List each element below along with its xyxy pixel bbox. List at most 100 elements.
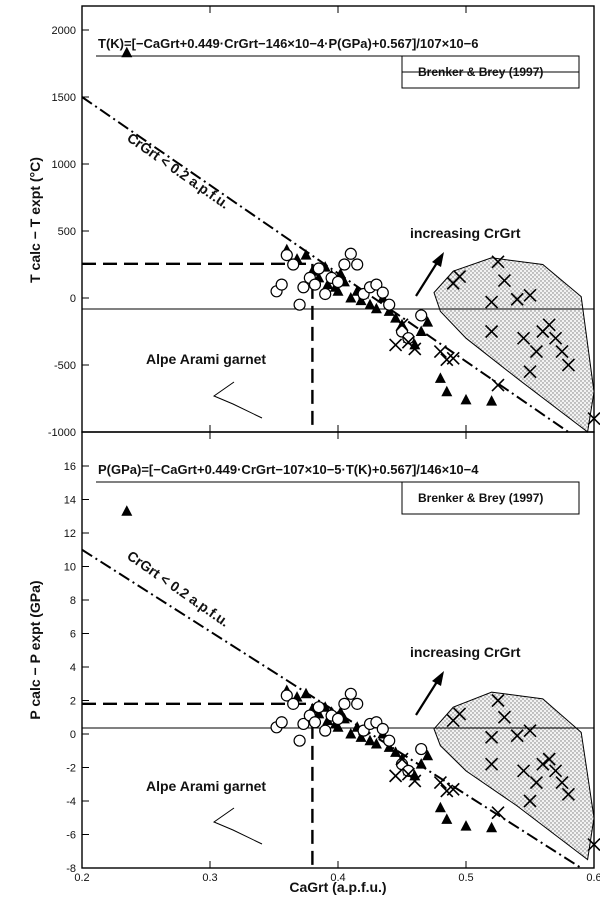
y-tick-label: 16 [64,461,76,473]
cross-point [497,274,511,288]
cross-point [517,764,531,778]
cross-point [555,345,569,359]
x-tick-label: 0.4 [330,872,345,884]
triangle-point [370,738,382,749]
y-tick-label: 0 [70,293,76,305]
circle-point [275,278,288,291]
cross-point [485,324,499,339]
reference-text: Brenker & Brey (1997) [418,65,543,79]
equation-box: T(K)=[−CaGrt+0.449·CrGrt−146×10−4·P(GPa)… [96,36,580,89]
circle-point [312,262,325,275]
cross-point [517,331,531,345]
x-tick-label: 0.6 [586,872,600,884]
triangle-point [441,813,453,824]
triangle-point [390,746,402,757]
cr-limit-label: CrGrt < 0.2 a.p.f.u. [124,129,232,212]
y-tick-label: -4 [66,796,76,808]
alpe-arami-label: Alpe Arami garnet [146,778,266,794]
circle-point [275,716,288,729]
y-axis-label-bottom: P calc − P expt (GPa) [27,580,43,719]
circle-point [297,717,310,731]
triangle-point [121,505,133,516]
cross-point [510,292,524,306]
circle-point [331,712,345,726]
cross-point [491,255,505,269]
triangle-point [332,285,344,296]
triangle-point [322,278,334,290]
y-tick-label: 1500 [52,92,76,104]
triangle-point [434,372,446,383]
increasing-arrow [415,671,444,716]
cross-point [446,351,460,365]
circle-point [376,286,389,299]
alpe-arami-pointer [212,381,263,419]
cross-point [408,342,422,356]
triangle-point [300,687,312,699]
y-tick-label: 2 [70,696,76,708]
y-tick-label: 14 [64,495,76,507]
cross-point [389,769,403,783]
y-tick-label: 500 [58,226,76,238]
increasing-arrow [415,252,444,297]
cross-point [549,764,563,778]
cross-point [433,776,447,790]
circle-point [331,275,345,289]
cross-point [433,345,447,359]
cross-point [485,757,499,771]
cross-point [523,724,537,738]
cross-point [561,358,575,372]
triangle-point [355,731,367,742]
alpe-arami-pointer [212,807,263,845]
circle-point [293,298,306,311]
triangle-point [364,734,376,746]
cross-point [485,730,499,744]
x-tick-label: 0.3 [202,872,217,884]
triangle-point [422,316,434,327]
circle-point [308,716,322,729]
cross-point [491,378,505,392]
cross-point [523,365,537,379]
circle-point [415,742,428,756]
alpe-arami-label: Alpe Arami garnet [146,351,266,367]
circle-point [287,697,300,710]
y-tick-label: -500 [54,360,76,372]
y-tick-label: -2 [66,763,76,775]
circle-point [351,697,364,710]
triangle-point [441,385,453,397]
triangle-point [335,267,347,279]
cross-point [395,752,409,766]
triangle-point [415,758,427,769]
triangle-point [332,721,344,732]
cross-point [510,729,524,743]
cross-point [491,693,505,708]
high-cr-field [433,691,595,861]
circle-point [338,697,351,710]
circle-point [338,258,351,271]
circle-point [287,258,300,271]
circle-point [402,764,415,777]
equation-box: P(GPa)=[−CaGrt+0.449·CrGrt−107×10−5·T(K)… [96,462,580,515]
y-tick-label: -8 [66,863,76,875]
circle-point [402,332,415,345]
cross-point [497,710,511,724]
circle-point [344,247,357,260]
circle-point [319,724,332,737]
y-tick-label: 8 [70,595,76,607]
cross-point [491,806,505,820]
cross-point [529,345,543,359]
triangle-point [460,820,472,831]
triangle-point [355,294,367,306]
y-axis-label-top: T calc − T expt (°C) [27,157,43,283]
circle-point [383,734,396,747]
triangle-point [345,728,357,739]
circle-point [415,309,428,322]
triangle-point [422,749,434,761]
triangle-point [390,312,402,323]
reference-text: Brenker & Brey (1997) [418,491,543,505]
circle-point [370,278,383,291]
cross-point [408,774,422,788]
high-cr-field [433,257,595,433]
y-tick-label: 1000 [52,159,76,171]
triangle-point [345,292,357,303]
triangle-point [415,325,427,336]
